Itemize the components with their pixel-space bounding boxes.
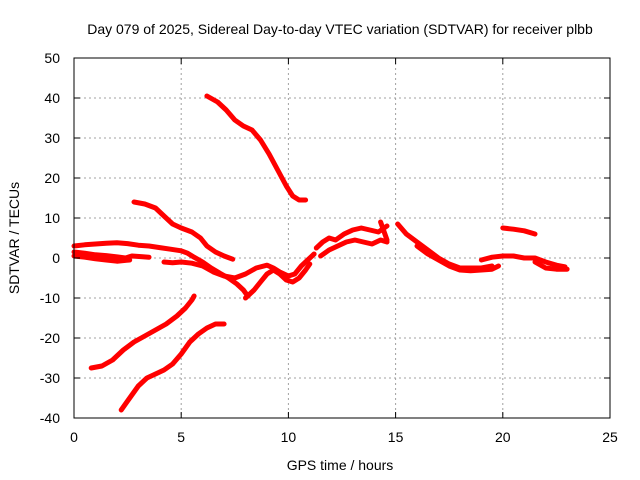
series-arc6 [161, 251, 317, 281]
x-tick-label: 20 [495, 429, 511, 445]
x-tick-labels: 0 5 10 15 20 25 [70, 429, 618, 445]
y-tick-labels: -40 -30 -20 -10 0 10 20 30 40 50 [40, 50, 60, 426]
y-tick-label: 20 [44, 170, 60, 186]
y-tick-label: -20 [40, 330, 60, 346]
x-tick-label: 0 [70, 429, 78, 445]
series-arc9 [318, 237, 390, 259]
x-axis-label: GPS time / hours [287, 457, 394, 473]
x-tick-label: 25 [602, 429, 618, 445]
series-arc12 [414, 243, 501, 274]
x-tick-label: 10 [281, 429, 297, 445]
series-arc1 [71, 240, 251, 299]
series-arc15 [500, 225, 538, 237]
axis-ticks [73, 57, 611, 419]
data-series [71, 93, 570, 413]
y-tick-label: 0 [52, 250, 60, 266]
y-tick-label: 10 [44, 210, 60, 226]
series-arc14 [532, 259, 570, 272]
series-arc2 [71, 249, 152, 261]
y-tick-label: 30 [44, 130, 60, 146]
y-tick-label: -40 [40, 410, 60, 426]
series-arc7 [243, 261, 313, 301]
series-arc13 [478, 253, 568, 270]
y-tick-label: -10 [40, 290, 60, 306]
series-arc16 [88, 293, 197, 371]
series-arc8 [313, 223, 390, 251]
x-tick-label: 15 [388, 429, 404, 445]
chart-title: Day 079 of 2025, Sidereal Day-to-day VTE… [87, 21, 593, 37]
series-arc17 [118, 321, 227, 413]
plot-frame [73, 57, 611, 419]
x-tick-label: 5 [177, 429, 185, 445]
series-arc5 [204, 93, 309, 203]
series-arc3 [71, 253, 133, 264]
series-arc4 [131, 199, 236, 262]
y-axis-label: SDTVAR / TECUs [6, 182, 22, 294]
y-tick-label: 50 [44, 50, 60, 66]
y-tick-label: -30 [40, 370, 60, 386]
y-tick-label: 40 [44, 90, 60, 106]
series-arc10 [378, 219, 390, 243]
